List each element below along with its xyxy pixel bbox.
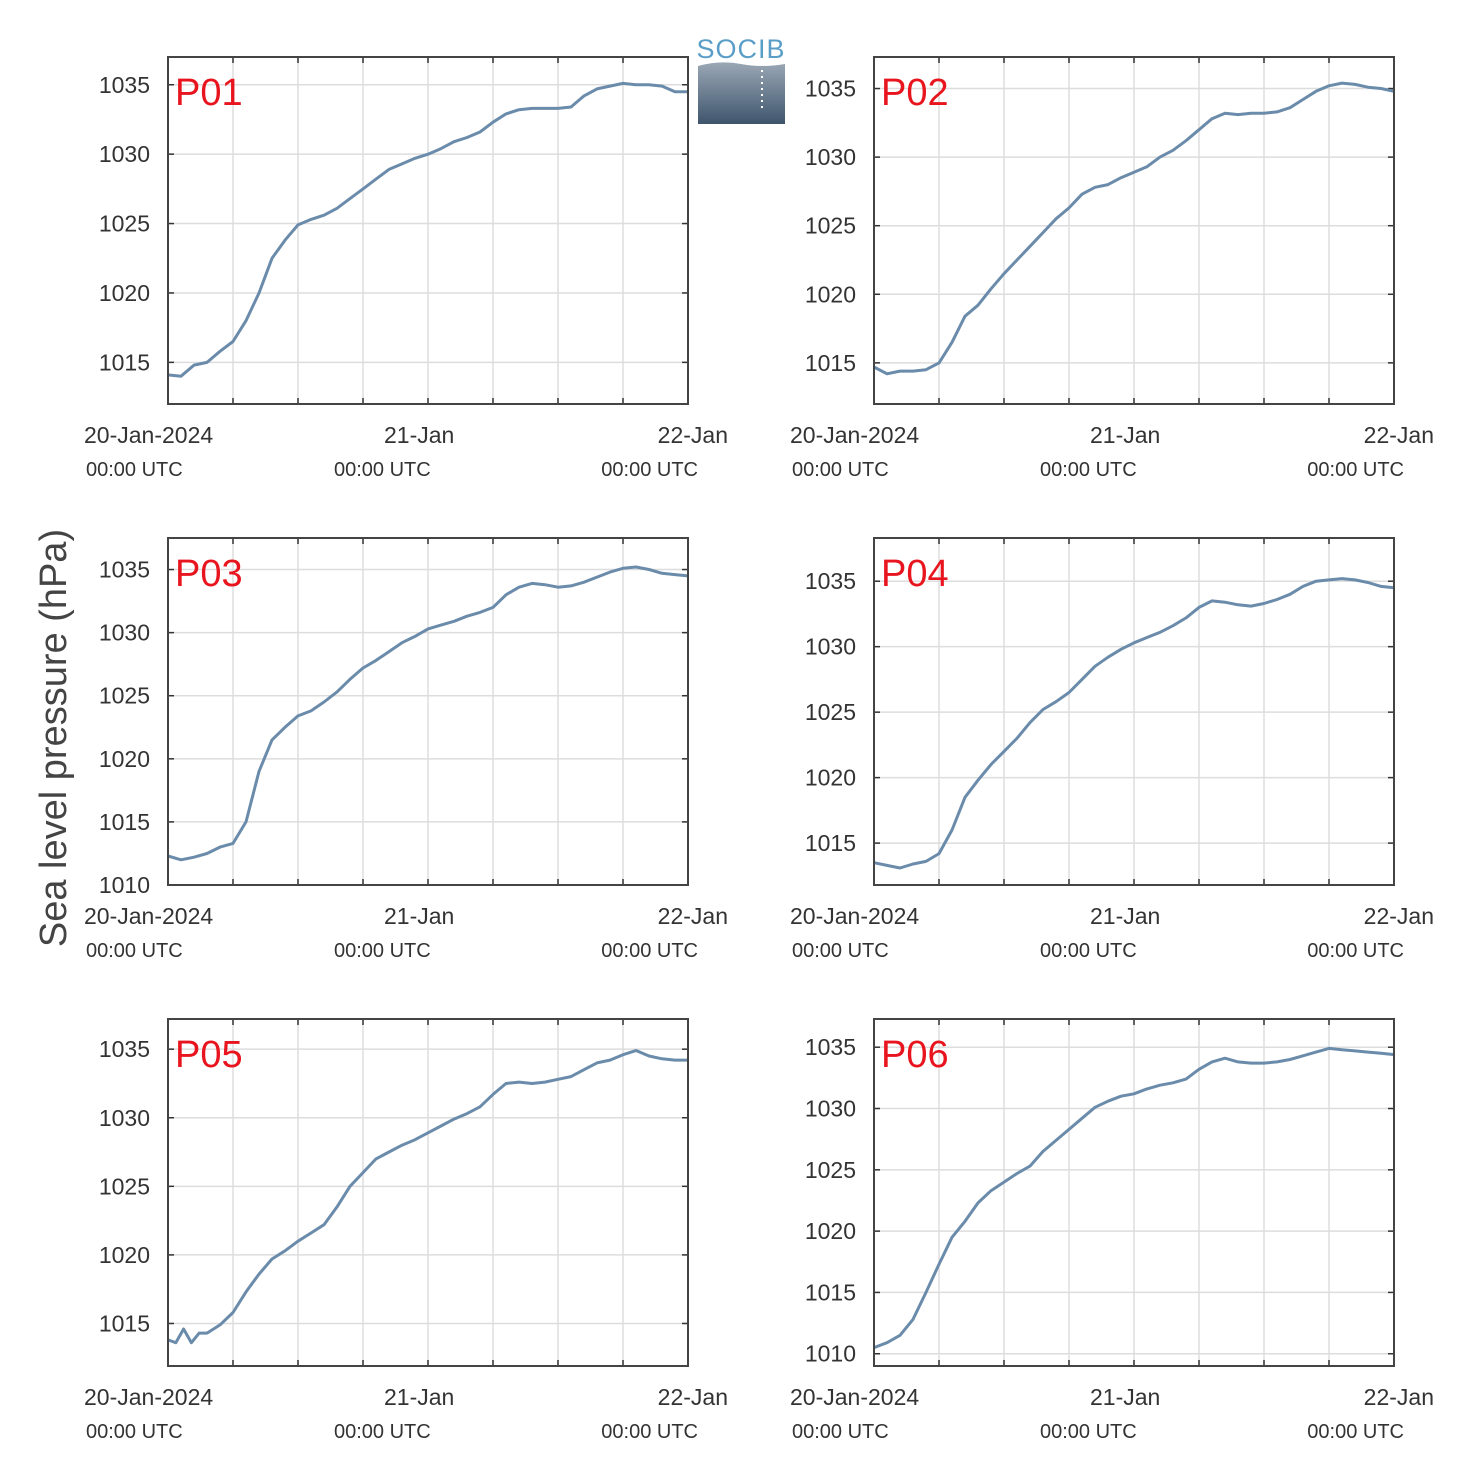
x-tick-label: 21-Jan [1090,903,1160,929]
x-tick-label: 22-Jan [1364,422,1434,448]
x-tick-sublabel: 00:00 UTC [1040,940,1137,962]
panel-p04: 1015 1020 1025 1030 1035 P04 20-Jan-2024 00:00 … [790,537,1434,962]
socib-logo-text: SOCIB [696,34,785,64]
y-tick-label: 1025 [805,699,856,725]
y-tick-label: 1015 [99,349,150,375]
panels-layer: 1015 1020 1025 1030 1035 P01 20-Jan-2024 00:00 … [84,56,1434,1443]
plot-frame [873,56,1395,405]
x-tick-label: 21-Jan [384,903,454,929]
x-tick-sublabel: 00:00 UTC [1040,459,1137,481]
socib-logo: SOCIB [696,34,785,124]
y-axis-label: Sea level pressure (hPa) [33,529,75,947]
y-tick-label: 1035 [99,72,150,98]
x-tick-sublabel: 00:00 UTC [601,459,698,481]
socib-logo-wave [698,62,785,124]
plot-frame [167,56,689,405]
panel-label: P03 [175,553,243,595]
y-tick-label: 1030 [99,141,150,167]
plot-frame [873,537,1395,886]
x-tick-sublabel: 00:00 UTC [86,459,183,481]
x-tick-label: 21-Jan [1090,1384,1160,1410]
y-tick-label: 1025 [805,1157,856,1183]
x-tick-label: 21-Jan [1090,422,1160,448]
series-line-p06 [873,1046,1395,1350]
x-tick-sublabel: 00:00 UTC [792,1421,889,1443]
x-tick-sublabel: 00:00 UTC [601,940,698,962]
y-tick-label: 1020 [99,280,150,306]
x-tick-sublabel: 00:00 UTC [334,940,431,962]
y-tick-label: 1015 [99,809,150,835]
x-tick-sublabel: 00:00 UTC [1307,940,1404,962]
y-tick-label: 1025 [99,1173,150,1199]
x-tick-sublabel: 00:00 UTC [1307,1421,1404,1443]
y-tick-label: 1035 [805,1034,856,1060]
plot-frame [167,1018,689,1367]
x-tick-sublabel: 00:00 UTC [601,1421,698,1443]
x-tick-label: 21-Jan [384,1384,454,1410]
x-tick-sublabel: 00:00 UTC [334,1421,431,1443]
panel-p06: 1010 1015 1020 1025 1030 1035 P06 20-Jan-2024 00… [790,1018,1434,1443]
x-tick-sublabel: 00:00 UTC [86,940,183,962]
x-tick-label: 22-Jan [658,422,728,448]
x-tick-label: 20-Jan-2024 [790,1384,919,1410]
x-tick-sublabel: 00:00 UTC [1307,459,1404,481]
y-tick-label: 1020 [805,281,856,307]
y-tick-label: 1010 [99,872,150,898]
x-tick-label: 21-Jan [384,422,454,448]
panel-label: P04 [881,553,949,595]
y-tick-label: 1015 [99,1310,150,1336]
y-tick-label: 1035 [99,1036,150,1062]
y-tick-label: 1035 [805,76,856,102]
x-tick-sublabel: 00:00 UTC [792,940,889,962]
x-tick-label: 22-Jan [658,1384,728,1410]
plot-frame [167,537,689,886]
y-tick-label: 1035 [805,568,856,594]
x-tick-label: 22-Jan [1364,1384,1434,1410]
x-tick-label: 20-Jan-2024 [84,903,213,929]
series-line-p04 [873,577,1395,870]
y-tick-label: 1020 [805,765,856,791]
series-line-p03 [167,565,689,862]
y-tick-label: 1025 [99,683,150,709]
y-tick-label: 1030 [805,144,856,170]
series-line-p01 [167,81,688,378]
series-line-p02 [873,81,1395,376]
panel-p05: 1015 1020 1025 1030 1035 P05 20-Jan-2024 00:00 … [84,1018,728,1443]
y-tick-label: 1015 [805,1279,856,1305]
panel-p03: 1010 1015 1020 1025 1030 1035 P03 20-Jan-2024 00… [84,537,728,962]
y-tick-label: 1020 [99,746,150,772]
y-tick-label: 1030 [805,1096,856,1122]
y-tick-label: 1035 [99,557,150,583]
x-tick-sublabel: 00:00 UTC [792,459,889,481]
x-tick-label: 20-Jan-2024 [790,422,919,448]
y-tick-label: 1015 [805,830,856,856]
y-tick-label: 1030 [805,634,856,660]
panel-label: P01 [175,72,243,114]
y-tick-label: 1025 [805,213,856,239]
plot-frame [873,1018,1395,1367]
y-tick-label: 1020 [805,1218,856,1244]
y-tick-label: 1020 [99,1242,150,1268]
y-tick-label: 1015 [805,350,856,376]
panel-label: P02 [881,72,949,114]
panel-p02: 1015 1020 1025 1030 1035 P02 20-Jan-2024 00:00 … [790,56,1434,481]
panel-p01: 1015 1020 1025 1030 1035 P01 20-Jan-2024 00:00 … [84,56,728,481]
x-tick-sublabel: 00:00 UTC [86,1421,183,1443]
x-tick-label: 22-Jan [1364,903,1434,929]
y-tick-label: 1030 [99,620,150,646]
panel-label: P05 [175,1034,243,1076]
y-tick-label: 1025 [99,211,150,237]
series-line-p05 [167,1049,688,1345]
x-tick-label: 20-Jan-2024 [84,422,213,448]
x-tick-label: 20-Jan-2024 [790,903,919,929]
y-tick-label: 1010 [805,1341,856,1367]
x-tick-sublabel: 00:00 UTC [334,459,431,481]
x-tick-label: 22-Jan [658,903,728,929]
panel-label: P06 [881,1034,949,1076]
x-tick-sublabel: 00:00 UTC [1040,1421,1137,1443]
y-tick-label: 1030 [99,1105,150,1131]
x-tick-label: 20-Jan-2024 [84,1384,213,1410]
